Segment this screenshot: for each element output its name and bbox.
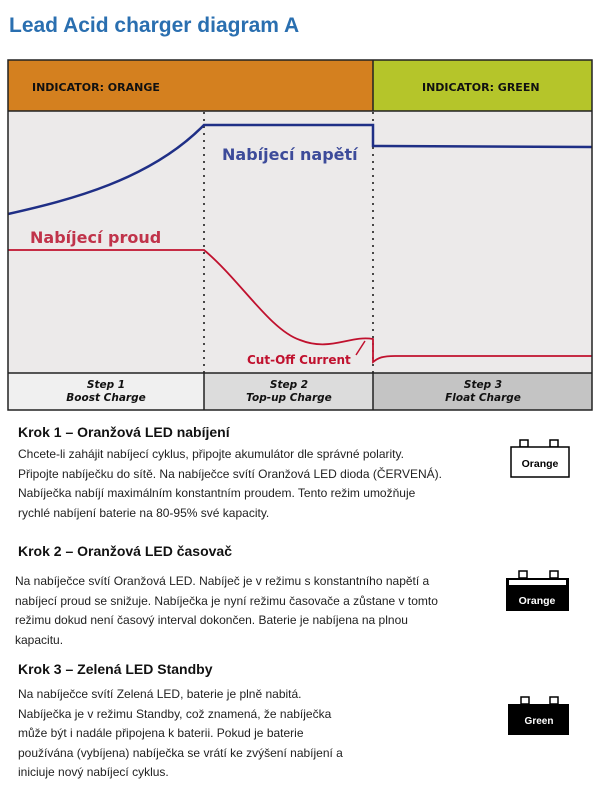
cutoff-pointer xyxy=(355,340,366,356)
current-curve xyxy=(8,249,592,364)
step2-box xyxy=(204,373,373,410)
svg-text:Green: Green xyxy=(525,716,554,727)
svg-text:Orange: Orange xyxy=(519,595,556,607)
indicator-orange-band xyxy=(8,60,373,111)
battery-icon-orange-filled: Orange xyxy=(506,570,569,611)
voltage-curve xyxy=(7,123,593,216)
step1-number: Step 1 xyxy=(87,379,125,391)
voltage-label: Nabíjecí napětí xyxy=(222,145,359,164)
step1-name: Boost Charge xyxy=(66,392,145,404)
step2-name: Top-up Charge xyxy=(246,392,332,404)
step2-number: Step 2 xyxy=(270,379,308,391)
charger-diagram: INDICATOR: ORANGE INDICATOR: GREEN Nabíj… xyxy=(7,59,593,411)
page-title: Lead Acid charger diagram A xyxy=(9,14,300,37)
indicator-green-band xyxy=(373,60,592,111)
step1-heading: Krok 1 – Oranžová LED nabíjení xyxy=(18,424,230,440)
step3-text: Na nabíječce svítí Zelená LED, baterie j… xyxy=(18,687,343,779)
cutoff-label: Cut-Off Current xyxy=(247,353,351,367)
current-label: Nabíjecí proud xyxy=(30,228,161,247)
step3-name: Float Charge xyxy=(445,392,521,404)
svg-text:Orange: Orange xyxy=(522,458,559,470)
step3-number: Step 3 xyxy=(464,379,502,391)
step3-heading: Krok 3 – Zelená LED Standby xyxy=(18,661,213,677)
indicator-green-label: INDICATOR: GREEN xyxy=(422,81,540,94)
step1-box xyxy=(8,373,204,410)
plot-area xyxy=(8,111,592,373)
battery-icon-orange-outline: Orange xyxy=(510,439,570,478)
indicator-orange-label: INDICATOR: ORANGE xyxy=(32,81,160,94)
step2-heading: Krok 2 – Oranžová LED časovač xyxy=(18,543,232,559)
step2-text: Na nabíječce svítí Oranžová LED. Nabíječ… xyxy=(15,574,438,647)
step3-box xyxy=(373,373,592,410)
step1-text: Chcete-li zahájit nabíjecí cyklus, připo… xyxy=(18,447,442,520)
battery-icon-green: Green xyxy=(508,696,569,735)
